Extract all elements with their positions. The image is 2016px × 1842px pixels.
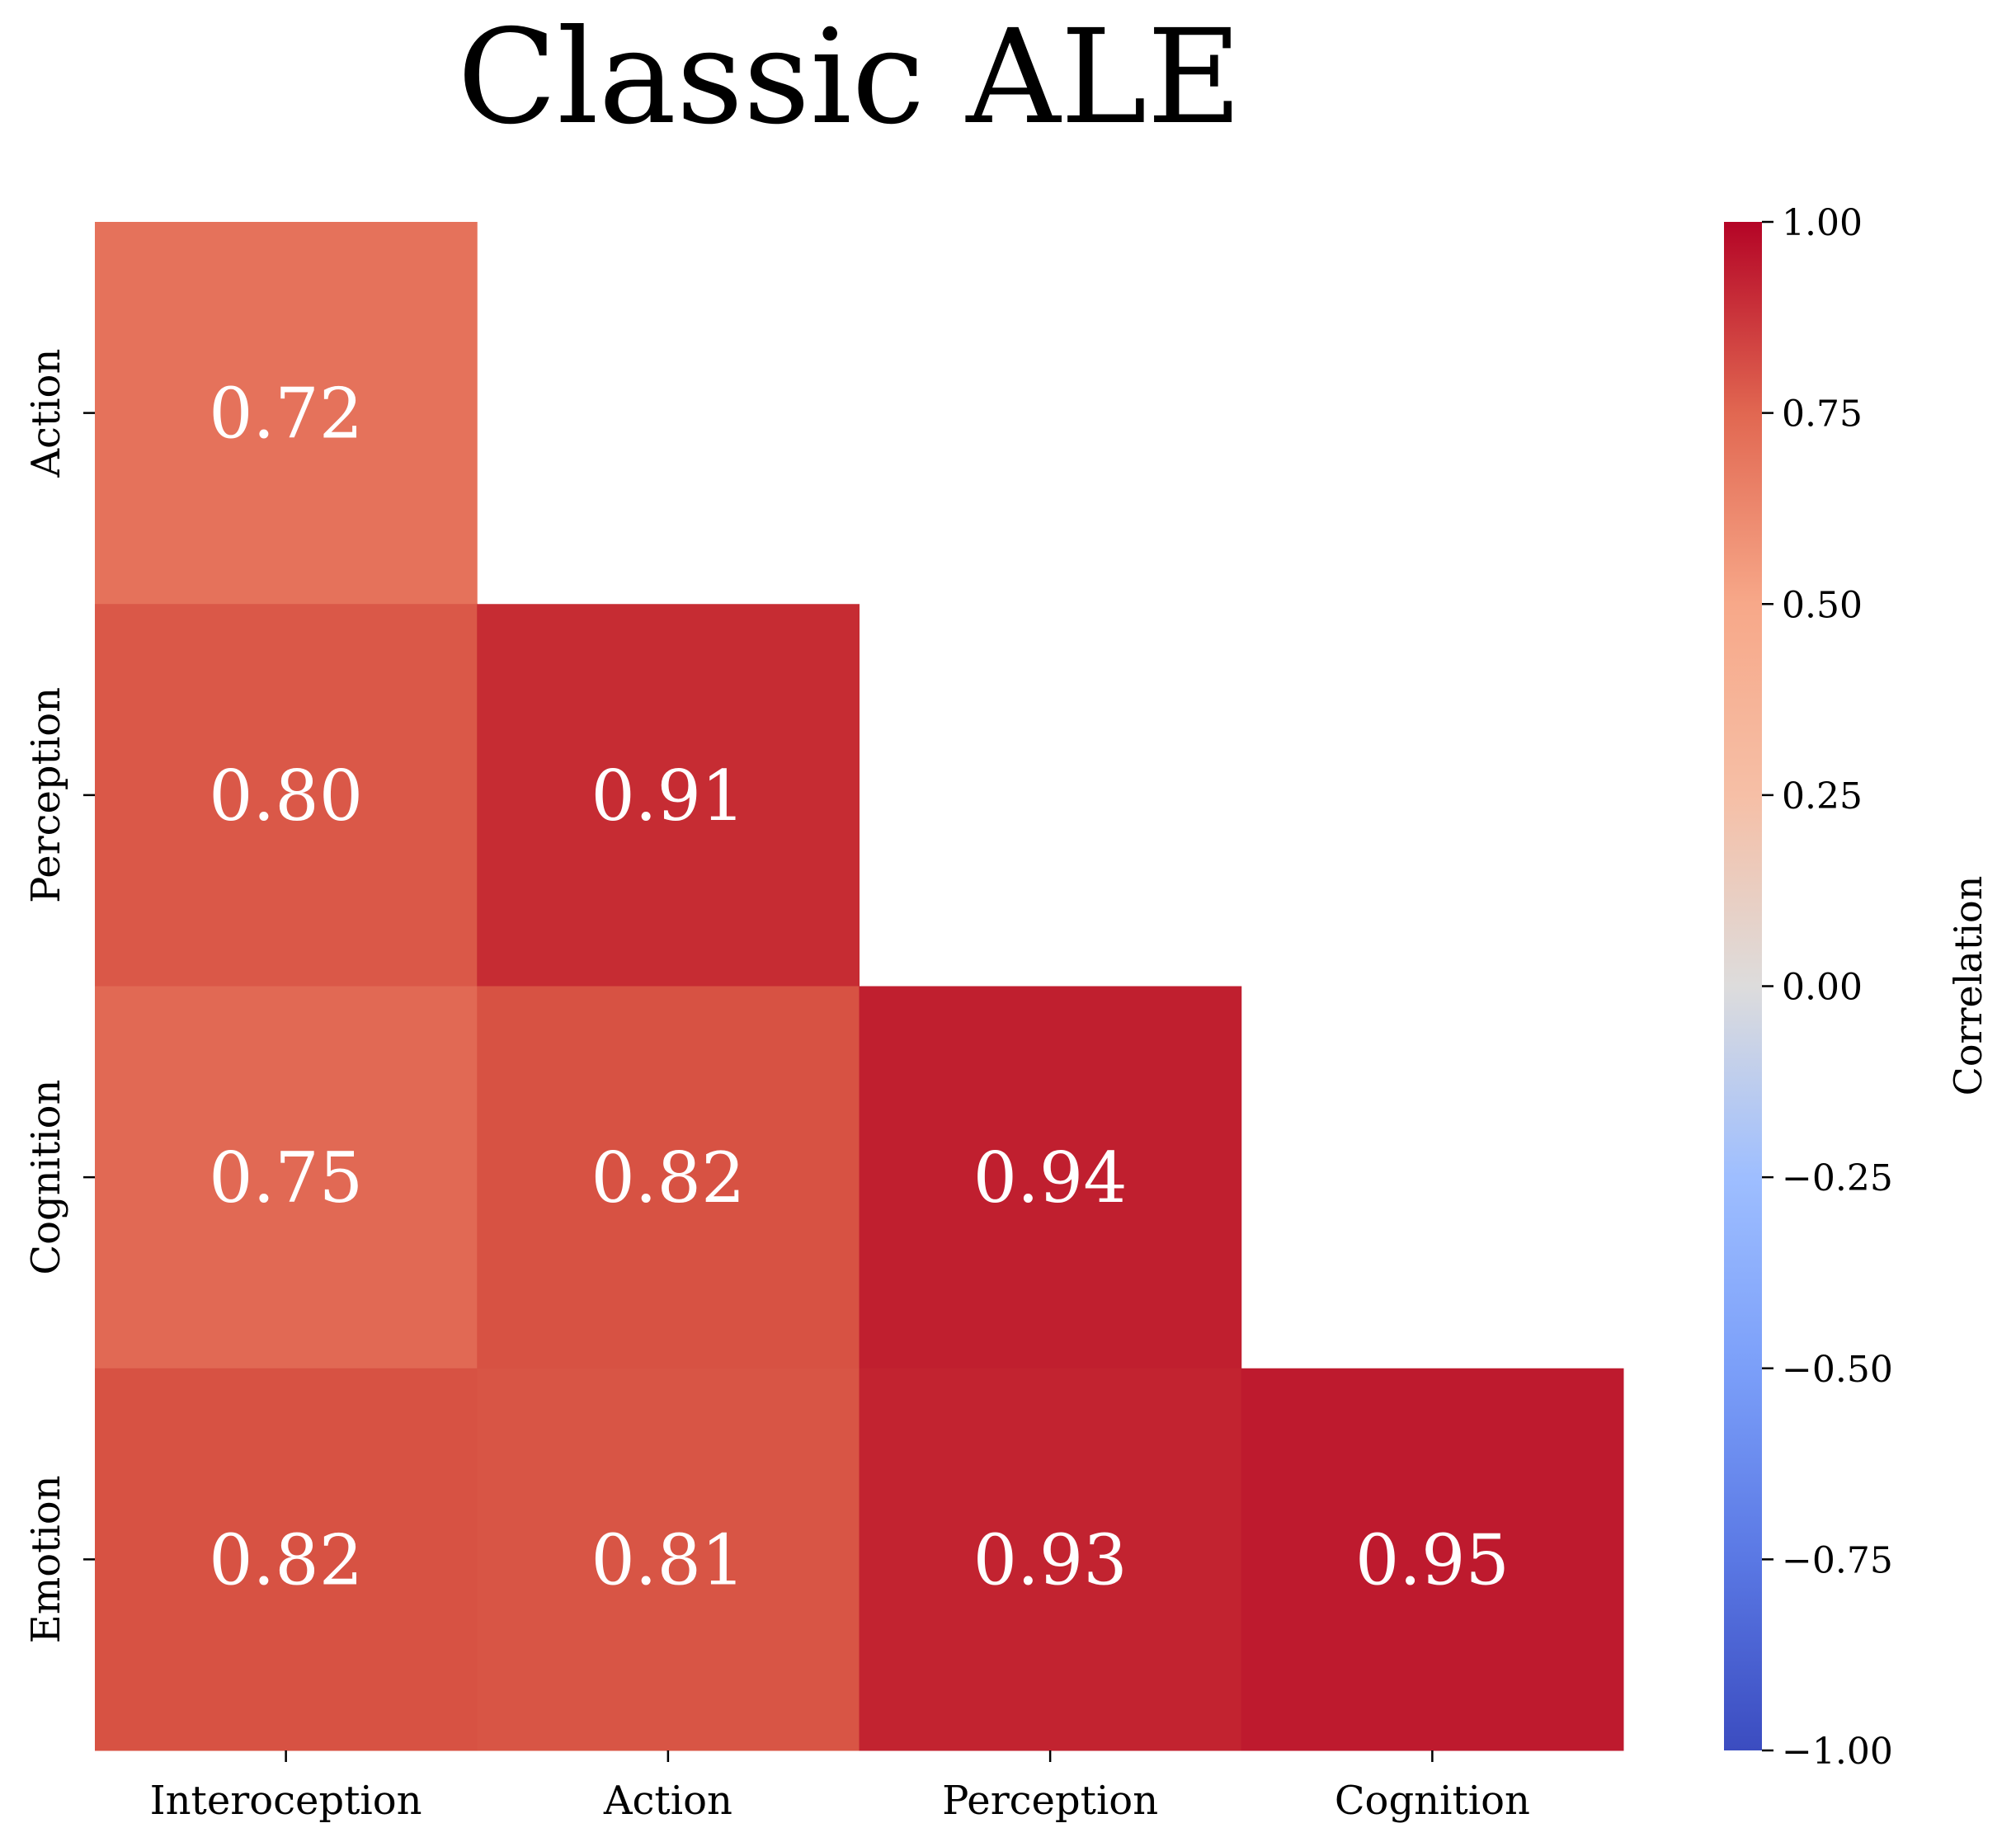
cell-value-label-3-0: 0.82 — [209, 1519, 363, 1600]
heatmap-cell-2-0 — [95, 986, 478, 1369]
heatmap-cell-labels: 0.72 0.80 0.91 0.75 0.82 0.94 0.82 0.81 0.93 0.95 — [209, 374, 1510, 1601]
colorbar-tick-label-3: 0.25 — [1782, 775, 1863, 817]
colorbar-tick-label-7: −0.75 — [1782, 1539, 1893, 1581]
cell-value-label-1-1: 0.91 — [591, 756, 745, 836]
heatmap-cell-1-0 — [95, 604, 478, 987]
y-tick-label-1: Perception — [23, 687, 69, 903]
heatmap-cell-3-3 — [1241, 1368, 1624, 1751]
colorbar-label: Correlation — [1946, 876, 1990, 1096]
colorbar-tick-label-0: 1.00 — [1782, 202, 1863, 244]
y-tick-label-2: Cognition — [23, 1080, 69, 1275]
heatmap-cell-1-1 — [477, 604, 860, 987]
heatmap-cell-3-0 — [95, 1368, 478, 1751]
y-axis: Action Perception Cognition Emotion — [23, 349, 95, 1643]
cell-value-label-2-0: 0.75 — [209, 1138, 363, 1218]
colorbar — [1724, 222, 1762, 1750]
cell-value-label-0-0: 0.72 — [209, 374, 363, 455]
cell-value-label-3-1: 0.81 — [591, 1519, 745, 1600]
x-axis: Interoception Action Perception Cognition — [150, 1750, 1530, 1824]
cell-value-label-3-2: 0.93 — [973, 1519, 1128, 1600]
heatmap-cell-0-0 — [95, 222, 478, 605]
heatmap-cells — [95, 222, 1624, 1751]
colorbar-tick-label-1: 0.75 — [1782, 393, 1863, 436]
cell-value-label-1-0: 0.80 — [209, 756, 363, 836]
cell-value-label-3-3: 0.95 — [1355, 1519, 1510, 1600]
colorbar-ticks: 1.00 0.75 0.50 0.25 0.00 −0.25 −0.50 −0.75 −1.00 — [1762, 202, 1893, 1773]
colorbar-tick-label-6: −0.50 — [1782, 1349, 1893, 1391]
colorbar-tick-label-8: −1.00 — [1782, 1731, 1893, 1773]
x-tick-label-3: Cognition — [1335, 1778, 1530, 1824]
heatmap-cell-2-1 — [477, 986, 860, 1369]
y-tick-label-0: Action — [23, 349, 69, 478]
chart-title: Classic ALE — [457, 2, 1241, 153]
colorbar-tick-label-4: 0.00 — [1782, 967, 1863, 1009]
cell-value-label-2-1: 0.82 — [591, 1138, 745, 1218]
y-tick-label-3: Emotion — [23, 1475, 69, 1643]
colorbar-tick-label-2: 0.50 — [1782, 584, 1863, 626]
cell-value-label-2-2: 0.94 — [973, 1138, 1128, 1218]
heatmap-cell-3-2 — [859, 1368, 1242, 1751]
x-tick-label-2: Perception — [942, 1778, 1158, 1824]
x-tick-label-1: Action — [603, 1778, 732, 1824]
heatmap-cell-3-1 — [477, 1368, 860, 1751]
heatmap-cell-2-2 — [859, 986, 1242, 1369]
x-tick-label-0: Interoception — [150, 1778, 422, 1824]
colorbar-tick-label-5: −0.25 — [1782, 1157, 1893, 1199]
